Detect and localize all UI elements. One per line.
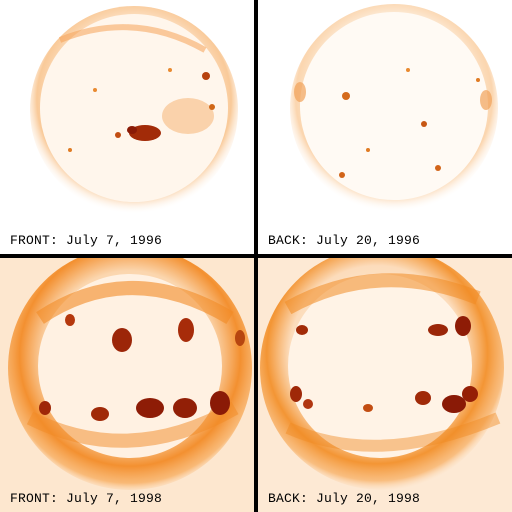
panel-caption: FRONT: July 7, 1998	[10, 491, 163, 506]
panel-front-1996: FRONT: July 7, 1996	[0, 0, 254, 254]
sun-disk-image	[290, 4, 498, 212]
panel-caption: BACK: July 20, 1998	[268, 491, 421, 506]
sun-disk-image	[0, 258, 254, 512]
panel-caption: FRONT: July 7, 1996	[10, 233, 163, 248]
sun-disk-image	[30, 6, 238, 214]
sun-disk-image	[258, 258, 512, 512]
panel-front-1998: FRONT: July 7, 1998	[0, 258, 254, 512]
panel-caption: BACK: July 20, 1996	[268, 233, 421, 248]
panel-back-1998: BACK: July 20, 1998	[258, 258, 512, 512]
panel-back-1996: BACK: July 20, 1996	[258, 0, 512, 254]
